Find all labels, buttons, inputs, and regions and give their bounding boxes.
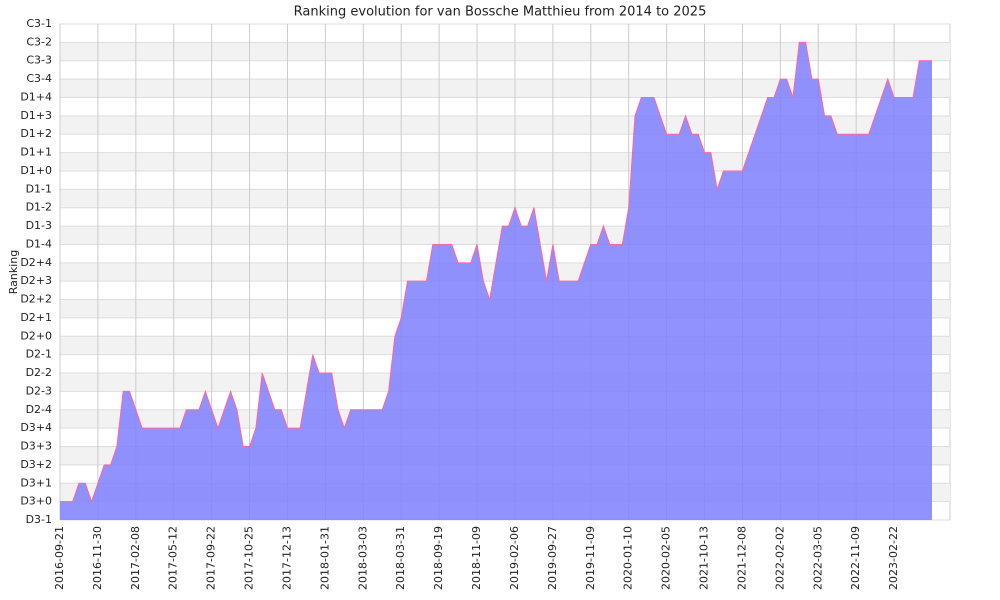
y-tick-label: D3-1 — [26, 513, 52, 526]
y-tick-label: C3-3 — [26, 54, 52, 67]
x-tick-label: 2018-03-31 — [394, 526, 407, 590]
y-tick-label: D1+4 — [20, 90, 52, 103]
y-tick-label: D2+0 — [20, 329, 52, 342]
y-tick-label: D2-2 — [26, 366, 52, 379]
line — [60, 41, 932, 504]
y-tick-label: D1-3 — [26, 219, 52, 232]
y-tick-label: D1+2 — [20, 127, 52, 140]
y-tick-label: D3+0 — [20, 495, 52, 508]
y-tick-label: D3+1 — [20, 476, 52, 489]
x-tick-label: 2018-03-03 — [356, 526, 369, 590]
y-tick-label: D1+0 — [20, 164, 52, 177]
x-tick-label: 2019-09-27 — [546, 526, 559, 590]
y-tick-label: D2-3 — [26, 384, 52, 397]
area — [60, 42, 932, 521]
x-tick-label: 2022-03-05 — [811, 526, 824, 590]
x-tick-label: 2022-11-09 — [849, 526, 862, 590]
x-tick-label: 2017-12-13 — [280, 526, 293, 590]
y-tick-label: C3-1 — [26, 17, 52, 30]
x-tick-label: 2018-01-31 — [318, 526, 331, 590]
y-tick-label: D1-2 — [26, 201, 52, 214]
x-tick-label: 2021-10-13 — [698, 526, 711, 590]
y-tick-label: D2+3 — [20, 274, 52, 287]
x-tick-label: 2017-05-12 — [167, 526, 180, 590]
y-tick-label: D2+1 — [20, 311, 52, 324]
x-tick-label: 2018-09-19 — [432, 526, 445, 590]
y-tick-label: D2-4 — [26, 403, 52, 416]
x-tick-label: 2016-11-30 — [91, 526, 104, 590]
y-tick-label: D1-4 — [26, 237, 52, 250]
y-tick-label: C3-4 — [26, 72, 52, 85]
x-tick-label: 2017-09-22 — [205, 526, 218, 590]
x-tick-label: 2023-02-22 — [887, 526, 900, 590]
y-tick-label: D1+3 — [20, 109, 52, 122]
y-tick-label: D2-1 — [26, 348, 52, 361]
y-tick-label: C3-2 — [26, 35, 52, 48]
x-tick-label: 2019-11-09 — [584, 526, 597, 590]
grid-band — [60, 115, 950, 135]
grid-band — [60, 79, 950, 98]
y-tick-label: D2+2 — [20, 293, 52, 306]
x-tick-label: 2019-02-06 — [508, 526, 521, 590]
y-axis-label: Ranking — [7, 250, 20, 295]
grid-band — [60, 42, 950, 61]
y-tick-label: D1-1 — [26, 182, 52, 195]
x-tick-label: 2020-02-05 — [660, 526, 673, 590]
y-tick-label: D1+1 — [20, 146, 52, 159]
x-tick-label: 2020-01-10 — [622, 526, 635, 590]
chart-title: Ranking evolution for van Bossche Matthi… — [294, 5, 707, 20]
y-tick-label: D2+4 — [20, 256, 52, 269]
y-tick-label: D3+4 — [20, 421, 52, 434]
x-tick-label: 2017-02-08 — [129, 526, 142, 590]
x-tick-label: 2018-11-09 — [470, 526, 483, 590]
x-tick-label: 2022-02-02 — [773, 526, 786, 590]
x-tick-label: 2017-10-25 — [243, 526, 256, 590]
y-tick-label: D3+2 — [20, 458, 52, 471]
x-tick-label: 2016-09-21 — [53, 526, 66, 590]
x-tick-label: 2021-12-08 — [735, 526, 748, 590]
grid-band — [60, 152, 950, 171]
y-tick-label: D3+3 — [20, 440, 52, 453]
